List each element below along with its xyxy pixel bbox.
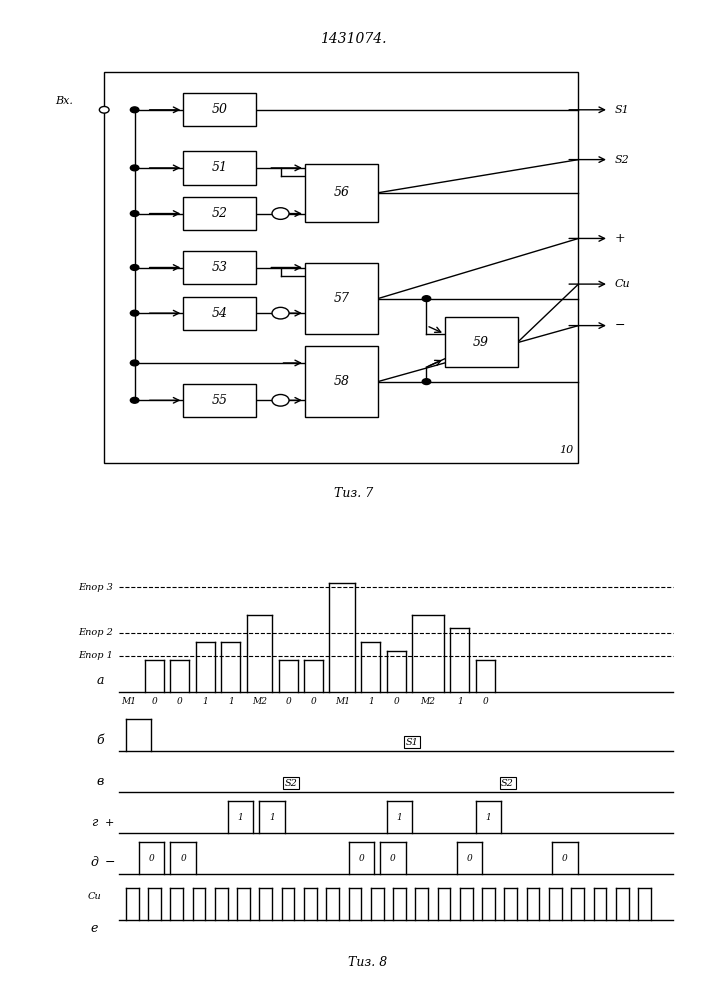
Text: 58: 58 [333,375,349,388]
Text: 57: 57 [333,292,349,305]
Text: 10: 10 [559,445,573,455]
Text: Τиз. 7: Τиз. 7 [334,487,373,500]
Text: 1: 1 [486,813,491,822]
Text: 0: 0 [482,697,489,706]
Bar [183,197,256,230]
Text: Вх.: Вх. [56,97,74,106]
Text: +: + [615,232,626,245]
Circle shape [130,107,139,113]
Text: Си: Си [87,892,101,901]
Text: 1: 1 [397,813,402,822]
Text: 0: 0 [177,697,183,706]
Bar [183,297,256,330]
Circle shape [130,211,139,216]
Bar [305,346,378,417]
Text: 59: 59 [473,336,489,349]
Text: 0: 0 [393,697,399,706]
Text: 53: 53 [211,261,228,274]
Circle shape [130,265,139,270]
Text: S1: S1 [406,738,419,747]
Bar [445,317,518,367]
Bar [104,72,578,463]
Text: S2: S2 [285,779,298,788]
Text: 1: 1 [269,813,275,822]
Text: 0: 0 [151,697,158,706]
Text: б: б [97,734,104,747]
Bar [183,93,256,126]
Bar [183,151,256,184]
Bar [183,384,256,417]
Circle shape [130,310,139,316]
Text: Eпор 1: Eпор 1 [78,651,113,660]
Text: 51: 51 [211,161,228,174]
Text: а: а [97,674,104,687]
Text: 0: 0 [390,854,396,863]
Text: 0: 0 [310,697,317,706]
Circle shape [272,307,289,319]
Text: −: − [105,856,115,869]
Text: −: − [615,319,626,332]
Text: 0: 0 [148,854,154,863]
Text: M2: M2 [421,697,436,706]
Text: 1: 1 [228,697,234,706]
Text: Eпор 2: Eпор 2 [78,628,113,637]
Text: M1: M1 [122,697,136,706]
Text: 1431074.: 1431074. [320,32,387,46]
Text: 54: 54 [211,307,228,320]
Bar [183,251,256,284]
Text: 1: 1 [238,813,243,822]
Circle shape [272,208,289,219]
Text: 1: 1 [368,697,374,706]
Text: 52: 52 [211,207,228,220]
Circle shape [130,165,139,171]
Text: д: д [90,856,98,869]
Circle shape [422,296,431,302]
Text: г: г [90,816,98,828]
Text: 0: 0 [562,854,568,863]
Bar [305,164,378,222]
Text: Τиз. 8: Τиз. 8 [348,956,387,969]
Text: S2: S2 [615,155,630,165]
Circle shape [130,360,139,366]
Text: Си: Си [615,279,631,289]
Circle shape [272,394,289,406]
Bar [305,263,378,334]
Text: S2: S2 [501,779,514,788]
Text: 56: 56 [333,186,349,199]
Text: в: в [97,775,104,788]
Text: M1: M1 [334,697,350,706]
Text: 1: 1 [457,697,463,706]
Text: 0: 0 [180,854,186,863]
Text: 1: 1 [202,697,209,706]
Text: 0: 0 [285,697,291,706]
Circle shape [130,397,139,403]
Text: 0: 0 [358,854,364,863]
Text: S1: S1 [615,105,630,115]
Circle shape [100,106,109,113]
Text: Eпор 3: Eпор 3 [78,583,113,592]
Text: +: + [105,818,115,828]
Circle shape [422,379,431,385]
Text: 0: 0 [467,854,472,863]
Text: M2: M2 [252,697,267,706]
Text: 50: 50 [211,103,228,116]
Text: 55: 55 [211,394,228,407]
Text: е: е [90,922,98,935]
